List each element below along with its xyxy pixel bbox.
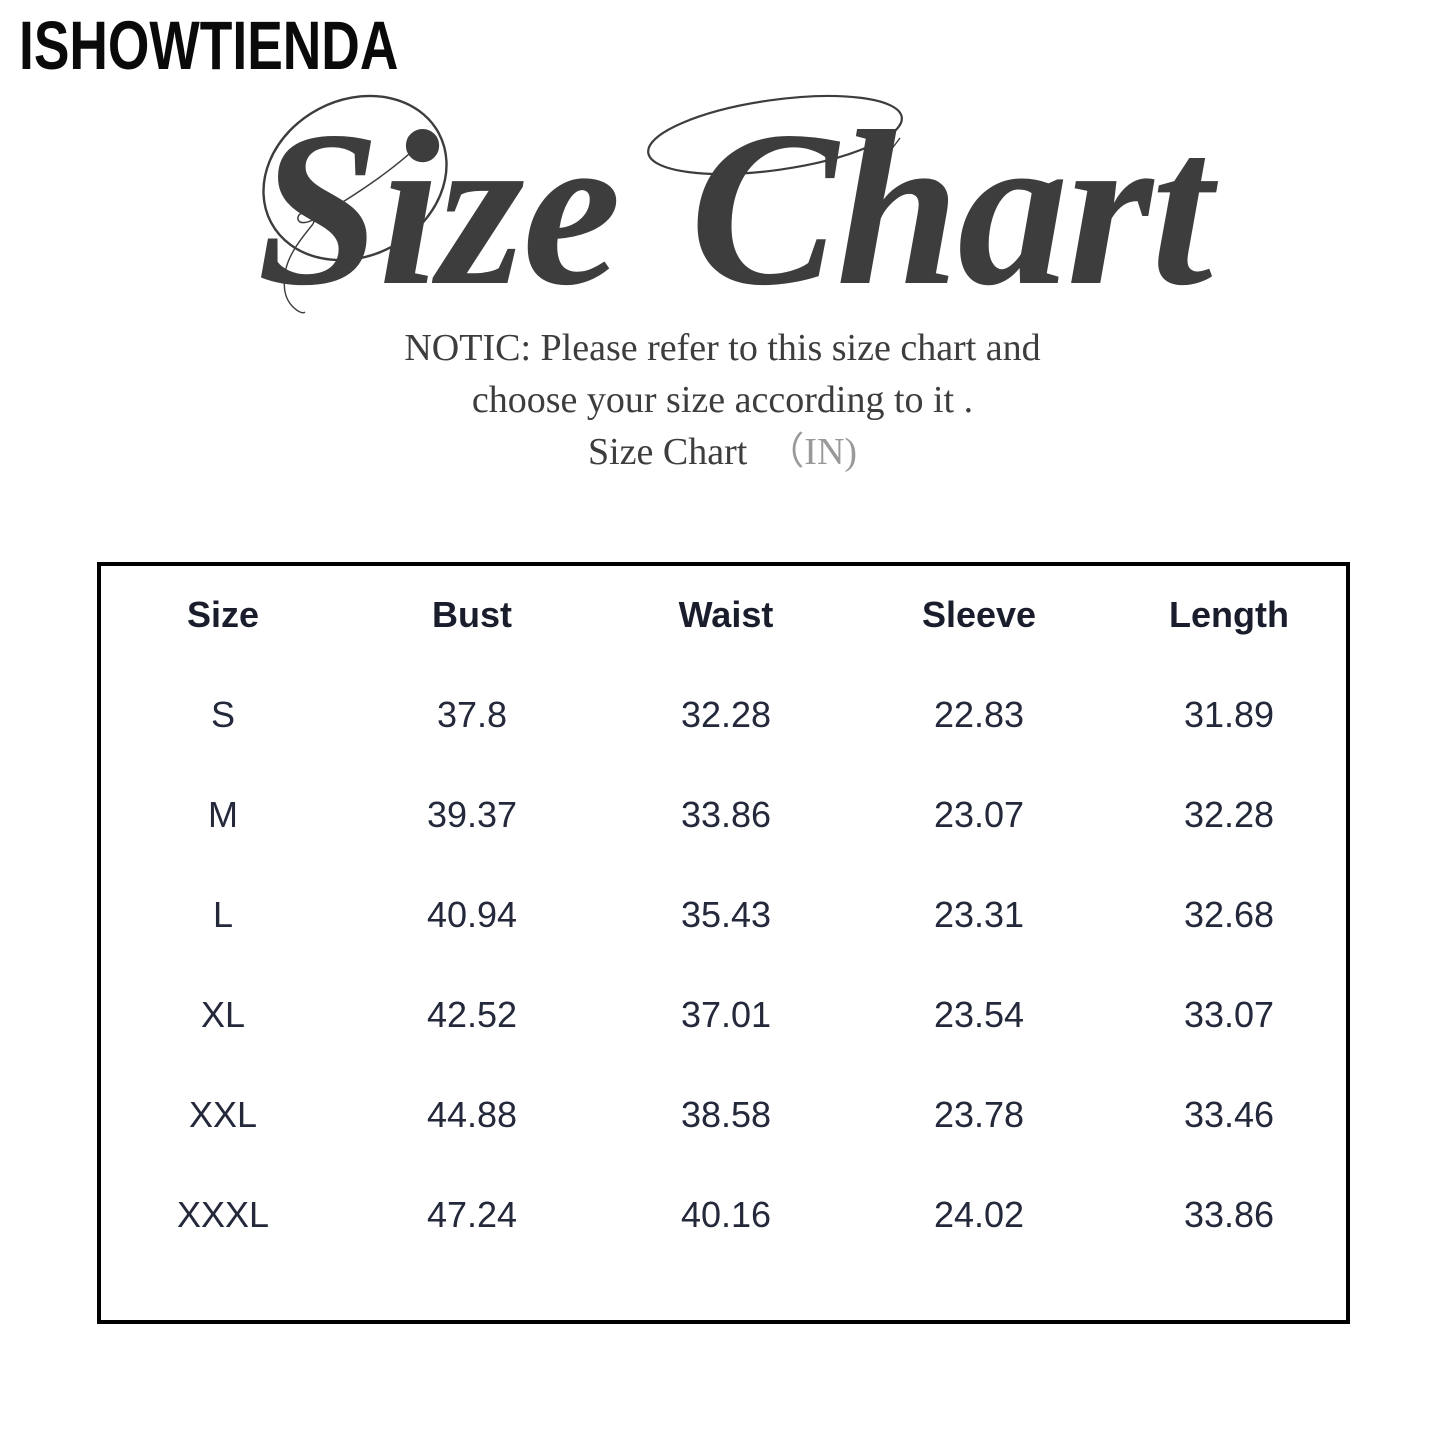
svg-text:Chart: Chart [690,86,1219,332]
svg-text:Size: Size [257,86,619,332]
